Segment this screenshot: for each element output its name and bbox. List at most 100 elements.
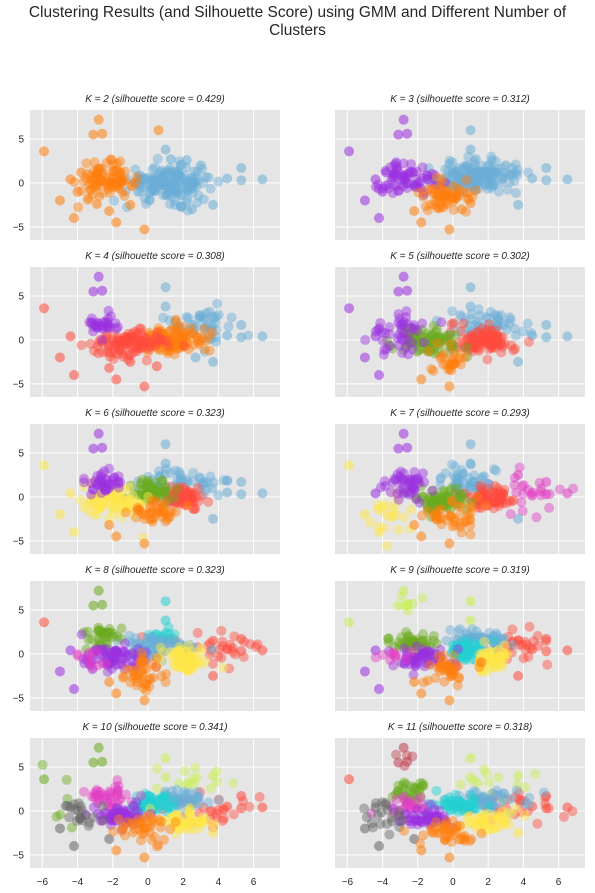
scatter-point <box>511 188 522 199</box>
scatter-point <box>184 817 195 828</box>
scatter-point <box>471 495 482 506</box>
scatter-point <box>403 338 414 349</box>
scatter-point <box>166 324 177 335</box>
scatter-point <box>186 488 197 499</box>
scatter-point <box>189 816 200 827</box>
scatter-point <box>448 181 459 192</box>
scatter-point <box>113 482 124 493</box>
scatter-point <box>427 485 438 496</box>
scatter-point <box>111 531 122 542</box>
scatter-point <box>100 334 111 345</box>
scatter-point <box>79 627 90 638</box>
scatter-point <box>476 813 487 824</box>
scatter-point <box>120 186 131 197</box>
scatter-point <box>157 804 168 815</box>
scatter-point <box>392 162 403 173</box>
scatter-point <box>435 511 446 522</box>
scatter-point <box>136 818 147 829</box>
scatter-point <box>113 809 124 820</box>
scatter-point <box>478 166 489 177</box>
scatter-point <box>425 496 436 507</box>
scatter-point <box>154 328 165 339</box>
scatter-point <box>163 496 174 507</box>
scatter-point <box>432 175 443 186</box>
scatter-point <box>395 466 406 477</box>
scatter-point <box>157 487 168 498</box>
x-tick-label: −2 <box>107 877 119 888</box>
scatter-point <box>187 651 198 662</box>
scatter-point <box>101 627 112 638</box>
scatter-point <box>171 166 182 177</box>
scatter-point <box>134 825 145 836</box>
scatter-point <box>417 817 428 828</box>
scatter-point <box>102 797 113 808</box>
scatter-point <box>428 491 439 502</box>
scatter-point <box>163 800 174 811</box>
scatter-point <box>132 328 143 339</box>
scatter-point <box>446 495 457 506</box>
scatter-point <box>163 178 174 189</box>
scatter-point <box>115 172 126 183</box>
scatter-point <box>39 617 50 628</box>
y-tick-label: −5 <box>13 379 25 390</box>
figure-title: Clustering Results (and Silhouette Score… <box>28 4 567 39</box>
scatter-point <box>146 797 157 808</box>
scatter-point <box>432 810 443 821</box>
scatter-point <box>483 344 494 355</box>
scatter-point <box>55 809 66 820</box>
scatter-point <box>114 649 125 660</box>
scatter-point <box>464 789 475 800</box>
scatter-point <box>134 818 145 829</box>
scatter-point <box>187 328 198 339</box>
scatter-point <box>163 802 174 813</box>
scatter-point <box>374 370 385 381</box>
scatter-point <box>474 167 485 178</box>
scatter-point <box>158 815 169 826</box>
scatter-point <box>441 661 452 672</box>
scatter-point <box>104 363 115 374</box>
scatter-point <box>173 482 184 493</box>
scatter-point <box>137 668 148 679</box>
scatter-point <box>468 477 479 488</box>
scatter-point <box>490 337 501 348</box>
scatter-point <box>181 179 192 190</box>
scatter-point <box>93 114 104 125</box>
scatter-point <box>204 345 215 356</box>
scatter-point <box>203 797 214 808</box>
scatter-point <box>181 646 192 657</box>
scatter-point <box>115 494 126 505</box>
scatter-point <box>446 365 457 376</box>
scatter-point <box>211 336 222 347</box>
scatter-point <box>515 798 526 809</box>
scatter-point <box>147 483 158 494</box>
scatter-point <box>391 649 402 660</box>
scatter-point <box>92 170 103 181</box>
scatter-point <box>222 173 233 184</box>
scatter-point <box>254 792 265 803</box>
scatter-point <box>501 324 512 335</box>
scatter-point <box>132 174 143 185</box>
scatter-point <box>101 329 112 340</box>
scatter-point <box>461 516 472 527</box>
scatter-point <box>435 191 446 202</box>
scatter-point <box>471 498 482 509</box>
scatter-point <box>409 180 420 191</box>
scatter-point <box>160 516 171 527</box>
scatter-point <box>93 742 104 753</box>
scatter-point <box>462 340 473 351</box>
scatter-point <box>116 512 127 523</box>
scatter-point <box>114 488 125 499</box>
scatter-point <box>422 174 433 185</box>
scatter-point <box>451 823 462 834</box>
scatter-point <box>136 648 147 659</box>
scatter-point <box>111 492 122 503</box>
scatter-point <box>409 641 420 652</box>
scatter-point <box>176 497 187 508</box>
scatter-point <box>173 646 184 657</box>
scatter-point <box>141 664 152 675</box>
scatter-point <box>399 171 410 182</box>
scatter-point <box>497 811 508 822</box>
scatter-point <box>109 181 120 192</box>
scatter-point <box>130 326 141 337</box>
scatter-point <box>81 653 92 664</box>
